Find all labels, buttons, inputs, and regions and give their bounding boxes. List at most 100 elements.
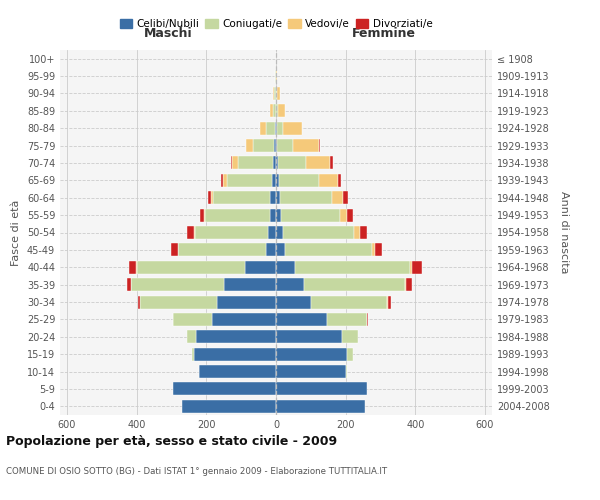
- Bar: [178, 244, 266, 256]
- Bar: [172, 244, 178, 256]
- Bar: [319, 174, 338, 187]
- Bar: [277, 122, 283, 134]
- Bar: [276, 348, 347, 360]
- Bar: [273, 87, 274, 100]
- Bar: [208, 191, 211, 204]
- Bar: [140, 296, 217, 308]
- Bar: [272, 156, 276, 170]
- Bar: [359, 226, 367, 239]
- Bar: [304, 278, 405, 291]
- Bar: [173, 382, 276, 396]
- Bar: [285, 244, 372, 256]
- Bar: [410, 260, 412, 274]
- Bar: [127, 278, 131, 291]
- Bar: [272, 104, 276, 118]
- Bar: [340, 208, 347, 222]
- Bar: [346, 365, 347, 378]
- Bar: [187, 330, 196, 344]
- Text: Popolazione per età, sesso e stato civile - 2009: Popolazione per età, sesso e stato civil…: [6, 435, 337, 448]
- Y-axis label: Anni di nascita: Anni di nascita: [559, 191, 569, 274]
- Bar: [212, 313, 276, 326]
- Bar: [372, 244, 375, 256]
- Bar: [276, 365, 346, 378]
- Bar: [231, 156, 232, 170]
- Bar: [347, 208, 353, 222]
- Bar: [319, 139, 320, 152]
- Bar: [196, 330, 276, 344]
- Bar: [275, 122, 276, 134]
- Bar: [276, 330, 342, 344]
- Bar: [213, 191, 271, 204]
- Bar: [311, 296, 388, 308]
- Bar: [326, 313, 367, 326]
- Bar: [277, 87, 280, 100]
- Bar: [342, 330, 358, 344]
- Bar: [405, 278, 406, 291]
- Bar: [281, 208, 340, 222]
- Bar: [276, 122, 277, 134]
- Bar: [332, 191, 343, 204]
- Bar: [221, 174, 223, 187]
- Bar: [293, 139, 319, 152]
- Bar: [276, 260, 295, 274]
- Y-axis label: Fasce di età: Fasce di età: [11, 200, 21, 266]
- Bar: [274, 87, 276, 100]
- Bar: [406, 278, 412, 291]
- Bar: [276, 208, 281, 222]
- Bar: [182, 400, 276, 413]
- Text: COMUNE DI OSIO SOTTO (BG) - Dati ISTAT 1° gennaio 2009 - Elaborazione TUTTITALIA: COMUNE DI OSIO SOTTO (BG) - Dati ISTAT 1…: [6, 468, 387, 476]
- Bar: [276, 278, 304, 291]
- Bar: [355, 226, 359, 239]
- Bar: [266, 122, 275, 134]
- Bar: [137, 260, 245, 274]
- Text: Femmine: Femmine: [352, 26, 416, 40]
- Bar: [347, 348, 353, 360]
- Bar: [247, 139, 253, 152]
- Bar: [268, 226, 276, 239]
- Bar: [194, 226, 195, 239]
- Bar: [227, 174, 272, 187]
- Bar: [343, 191, 348, 204]
- Bar: [276, 296, 311, 308]
- Bar: [276, 156, 278, 170]
- Bar: [278, 156, 306, 170]
- Bar: [271, 191, 276, 204]
- Bar: [276, 226, 283, 239]
- Bar: [245, 260, 276, 274]
- Bar: [173, 313, 212, 326]
- Bar: [272, 174, 276, 187]
- Bar: [276, 313, 326, 326]
- Bar: [276, 244, 285, 256]
- Bar: [238, 156, 272, 170]
- Bar: [194, 348, 276, 360]
- Bar: [306, 156, 331, 170]
- Bar: [232, 156, 238, 170]
- Bar: [253, 139, 274, 152]
- Bar: [223, 174, 227, 187]
- Bar: [375, 244, 382, 256]
- Bar: [280, 191, 332, 204]
- Bar: [276, 104, 278, 118]
- Bar: [367, 313, 368, 326]
- Bar: [283, 226, 355, 239]
- Text: Maschi: Maschi: [143, 26, 193, 40]
- Bar: [276, 139, 277, 152]
- Bar: [131, 278, 224, 291]
- Bar: [412, 260, 422, 274]
- Bar: [224, 278, 276, 291]
- Bar: [276, 191, 280, 204]
- Bar: [205, 208, 270, 222]
- Bar: [277, 139, 293, 152]
- Bar: [283, 122, 302, 134]
- Bar: [193, 348, 194, 360]
- Bar: [276, 382, 367, 396]
- Bar: [128, 260, 136, 274]
- Bar: [187, 226, 194, 239]
- Bar: [139, 296, 140, 308]
- Bar: [270, 208, 276, 222]
- Bar: [276, 87, 277, 100]
- Bar: [211, 191, 213, 204]
- Bar: [271, 104, 272, 118]
- Bar: [338, 174, 341, 187]
- Bar: [331, 156, 333, 170]
